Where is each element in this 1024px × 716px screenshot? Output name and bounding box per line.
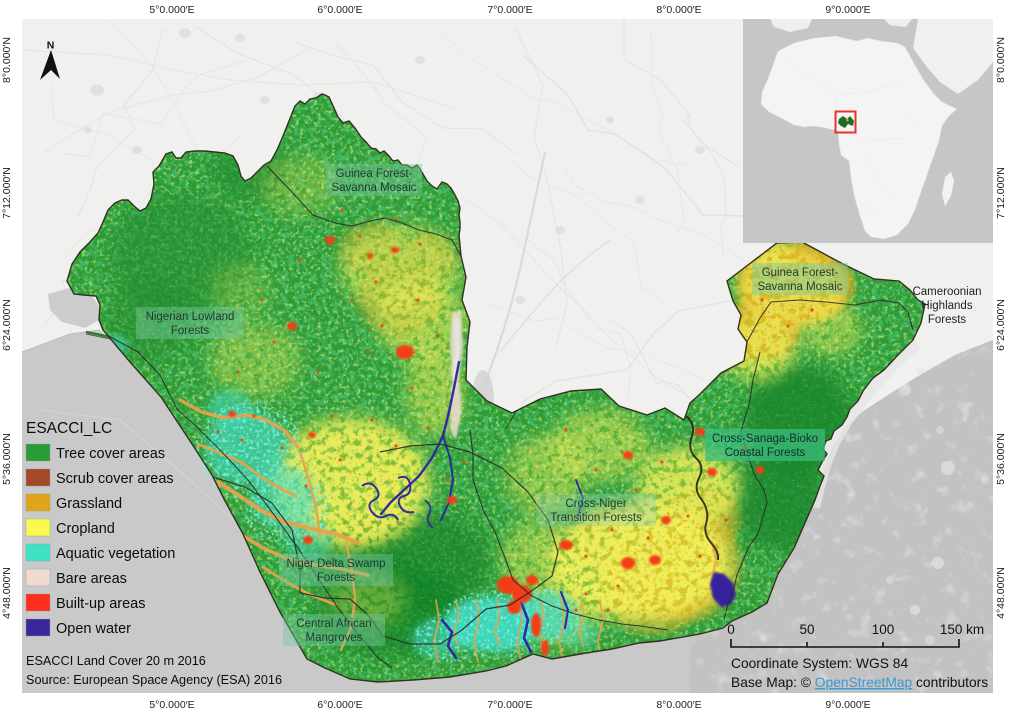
svg-text:Nigerian Lowland: Nigerian Lowland <box>146 311 235 323</box>
svg-text:150 km: 150 km <box>940 622 984 637</box>
svg-text:Forests: Forests <box>317 572 356 584</box>
svg-text:0: 0 <box>727 622 735 637</box>
svg-text:6°0.000′E: 6°0.000′E <box>317 4 362 16</box>
svg-text:Scrub cover areas: Scrub cover areas <box>56 471 174 487</box>
svg-text:N: N <box>47 40 55 52</box>
svg-text:100: 100 <box>872 622 895 637</box>
svg-text:4°48.000′N: 4°48.000′N <box>995 567 1007 619</box>
svg-text:Base Map: © OpenStreetMap cont: Base Map: © OpenStreetMap contributors <box>731 675 988 690</box>
svg-text:Cameroonian: Cameroonian <box>912 286 981 298</box>
svg-text:Savanna Mosaic: Savanna Mosaic <box>331 182 416 194</box>
svg-text:Highlands: Highlands <box>921 300 972 312</box>
svg-text:7°0.000′E: 7°0.000′E <box>487 699 532 711</box>
svg-text:Mangroves: Mangroves <box>306 632 363 644</box>
svg-text:Built-up areas: Built-up areas <box>56 596 145 612</box>
svg-text:6°24.000′N: 6°24.000′N <box>995 299 1007 351</box>
svg-text:Source: European Space Agency: Source: European Space Agency (ESA) 2016 <box>26 673 282 687</box>
svg-text:Cross-Niger: Cross-Niger <box>565 498 627 510</box>
svg-text:ESACCI Land Cover 20 m 2016: ESACCI Land Cover 20 m 2016 <box>26 654 206 668</box>
svg-text:Grassland: Grassland <box>56 496 122 512</box>
svg-text:Forests: Forests <box>171 325 210 337</box>
svg-text:Coordinate System: WGS 84: Coordinate System: WGS 84 <box>731 656 908 671</box>
svg-text:8°0.000′E: 8°0.000′E <box>656 699 701 711</box>
svg-text:5°36.000′N: 5°36.000′N <box>995 433 1007 485</box>
svg-text:5°0.000′E: 5°0.000′E <box>149 4 194 16</box>
svg-text:Guinea Forest-: Guinea Forest- <box>762 267 839 279</box>
svg-text:7°0.000′E: 7°0.000′E <box>487 4 532 16</box>
svg-text:8°0.000′N: 8°0.000′N <box>995 37 1007 83</box>
svg-text:5°36.000′N: 5°36.000′N <box>1 433 13 485</box>
svg-text:5°0.000′E: 5°0.000′E <box>149 699 194 711</box>
svg-text:Niger Delta Swamp: Niger Delta Swamp <box>286 558 385 570</box>
svg-text:Central African: Central African <box>296 618 371 630</box>
svg-text:Coastal Forests: Coastal Forests <box>725 447 806 459</box>
svg-text:8°0.000′E: 8°0.000′E <box>656 4 701 16</box>
svg-text:Cropland: Cropland <box>56 521 115 537</box>
svg-text:9°0.000′E: 9°0.000′E <box>825 4 870 16</box>
svg-text:Open water: Open water <box>56 621 131 637</box>
svg-text:Aquatic vegetation: Aquatic vegetation <box>56 546 175 562</box>
svg-text:Forests: Forests <box>928 314 967 326</box>
svg-text:9°0.000′E: 9°0.000′E <box>825 699 870 711</box>
svg-text:Guinea Forest-: Guinea Forest- <box>336 168 413 180</box>
svg-text:7°12.000′N: 7°12.000′N <box>1 167 13 219</box>
svg-text:50: 50 <box>799 622 814 637</box>
svg-text:8°0.000′N: 8°0.000′N <box>1 37 13 83</box>
svg-text:6°24.000′N: 6°24.000′N <box>1 299 13 351</box>
svg-text:7°12.000′N: 7°12.000′N <box>995 167 1007 219</box>
svg-text:4°48.000′N: 4°48.000′N <box>1 567 13 619</box>
svg-text:Transition Forests: Transition Forests <box>550 512 642 524</box>
svg-text:Savanna Mosaic: Savanna Mosaic <box>757 281 842 293</box>
svg-text:Bare areas: Bare areas <box>56 571 127 587</box>
svg-text:Cross-Sanaga-Bioko: Cross-Sanaga-Bioko <box>712 433 818 445</box>
svg-text:ESACCI_LC: ESACCI_LC <box>26 420 112 437</box>
svg-text:Tree cover areas: Tree cover areas <box>56 446 165 462</box>
svg-text:6°0.000′E: 6°0.000′E <box>317 699 362 711</box>
